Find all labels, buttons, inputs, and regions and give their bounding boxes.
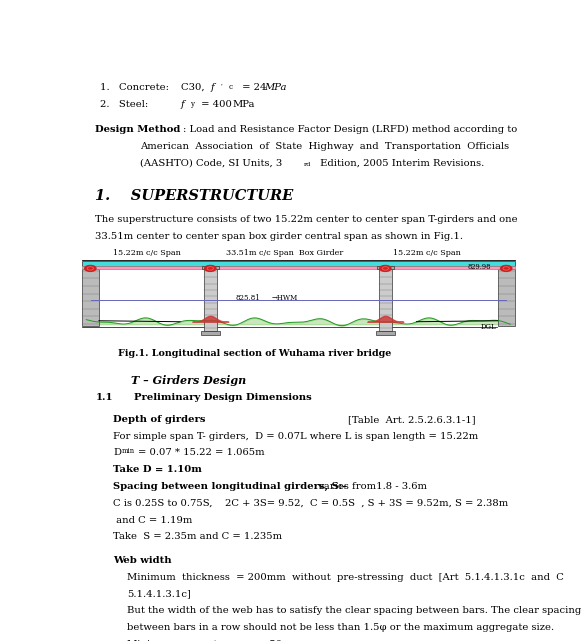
Text: MPa: MPa: [264, 83, 287, 92]
Text: 5.1.4.1.3.1c]: 5.1.4.1.3.1c]: [127, 589, 191, 598]
Text: ′: ′: [221, 83, 222, 91]
Text: 1.   Concrete:: 1. Concrete:: [100, 83, 169, 92]
Ellipse shape: [85, 265, 96, 271]
Text: : Load and Resistance Factor Design (LRFD) method according to: : Load and Resistance Factor Design (LRF…: [183, 125, 517, 134]
Text: But the width of the web has to satisfy the clear spacing between bars. The clea: But the width of the web has to satisfy …: [127, 606, 581, 615]
Text: D: D: [113, 449, 121, 458]
Bar: [379, 269, 392, 331]
Text: rd: rd: [304, 162, 311, 167]
Text: 15.22m c/c Span: 15.22m c/c Span: [393, 249, 461, 256]
Text: 1.1: 1.1: [95, 393, 113, 402]
Text: For simple span T- girders,  D = 0.07L where L is span length = 15.22m: For simple span T- girders, D = 0.07L wh…: [113, 431, 478, 440]
Bar: [81, 267, 514, 269]
Text: C30,: C30,: [181, 83, 211, 92]
Text: Depth of girders: Depth of girders: [113, 415, 206, 424]
Text: 15.22m c/c Span: 15.22m c/c Span: [113, 249, 181, 256]
Ellipse shape: [205, 265, 216, 271]
Bar: [81, 260, 514, 267]
Text: The superstructure consists of two 15.22m center to center span T-girders and on: The superstructure consists of two 15.22…: [95, 215, 518, 224]
Bar: [202, 267, 218, 269]
Text: Preliminary Design Dimensions: Preliminary Design Dimensions: [134, 393, 311, 402]
Text: Minimum concrete cover = 50mm: Minimum concrete cover = 50mm: [127, 640, 301, 641]
Text: Take D = 1.10m: Take D = 1.10m: [113, 465, 202, 474]
Text: Take  S = 2.35m and C = 1.235m: Take S = 2.35m and C = 1.235m: [113, 532, 282, 541]
Text: 1.    SUPERSTRUCTURE: 1. SUPERSTRUCTURE: [95, 188, 293, 203]
Text: Fig.1. Longitudinal section of Wuhama river bridge: Fig.1. Longitudinal section of Wuhama ri…: [118, 349, 391, 358]
Text: f: f: [181, 99, 184, 108]
Text: min: min: [122, 447, 134, 455]
Bar: [498, 269, 515, 326]
Bar: [377, 267, 393, 269]
Text: Web width: Web width: [113, 556, 172, 565]
Bar: [376, 331, 395, 335]
Text: Spacing between longitudinal girders, S:-: Spacing between longitudinal girders, S:…: [113, 482, 347, 491]
Text: Edition, 2005 Interim Revisions.: Edition, 2005 Interim Revisions.: [317, 158, 484, 167]
Text: [Table  Art. 2.5.2.6.3.1-1]: [Table Art. 2.5.2.6.3.1-1]: [348, 415, 475, 424]
Text: T – Girders Design: T – Girders Design: [132, 374, 247, 385]
Text: c: c: [229, 83, 233, 91]
Text: MPa: MPa: [233, 99, 255, 108]
Text: = 400: = 400: [198, 99, 235, 108]
Text: f: f: [210, 83, 214, 92]
Bar: [81, 269, 99, 326]
Text: 2.   Steel:: 2. Steel:: [100, 99, 148, 108]
Text: American  Association  of  State  Highway  and  Transportation  Officials: American Association of State Highway an…: [140, 142, 509, 151]
Ellipse shape: [379, 265, 391, 271]
Text: varies from1.8 - 3.6m: varies from1.8 - 3.6m: [314, 482, 427, 491]
Text: Design Method: Design Method: [95, 125, 180, 134]
Text: C is 0.25S to 0.75S,    2C + 3S= 9.52,  C = 0.5S  , S + 3S = 9.52m, S = 2.38m: C is 0.25S to 0.75S, 2C + 3S= 9.52, C = …: [113, 499, 509, 508]
Text: y: y: [190, 99, 194, 108]
Text: = 24: = 24: [239, 83, 269, 92]
Bar: [201, 331, 220, 335]
Text: 33.51m c/c Span  Box Girder: 33.51m c/c Span Box Girder: [226, 249, 343, 256]
Text: Minimum  thickness  = 200mm  without  pre-stressing  duct  [Art  5.1.4.1.3.1c  a: Minimum thickness = 200mm without pre-st…: [127, 572, 564, 581]
Text: DGL: DGL: [481, 322, 496, 331]
Text: (AASHTO) Code, SI Units, 3: (AASHTO) Code, SI Units, 3: [140, 158, 283, 167]
Text: 825.81: 825.81: [235, 294, 260, 302]
Text: →HWM: →HWM: [271, 294, 297, 302]
Text: = 0.07 * 15.22 = 1.065m: = 0.07 * 15.22 = 1.065m: [138, 449, 264, 458]
Text: between bars in a row should not be less than 1.5φ or the maximum aggregate size: between bars in a row should not be less…: [127, 623, 554, 632]
Text: and C = 1.19m: and C = 1.19m: [113, 515, 193, 524]
Text: 33.51m center to center span box girder central span as shown in Fig.1.: 33.51m center to center span box girder …: [95, 232, 463, 241]
Text: 829.98: 829.98: [467, 263, 491, 271]
Bar: [204, 269, 217, 331]
Ellipse shape: [501, 265, 512, 271]
